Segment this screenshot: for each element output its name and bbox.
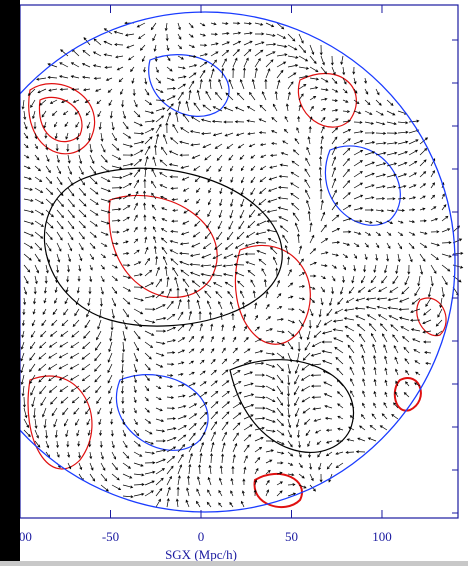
background <box>0 0 468 566</box>
x-axis-label: SGX (Mpc/h) <box>165 547 237 562</box>
crop-edge <box>0 0 20 566</box>
x-tick-label: 50 <box>285 529 298 544</box>
x-tick-label: 0 <box>198 529 205 544</box>
bottom-strip <box>0 561 468 566</box>
x-tick-label: 100 <box>372 529 392 544</box>
chart: -100-50050100 SGX (Mpc/h) <box>0 0 468 566</box>
x-tick-label: -50 <box>102 529 119 544</box>
